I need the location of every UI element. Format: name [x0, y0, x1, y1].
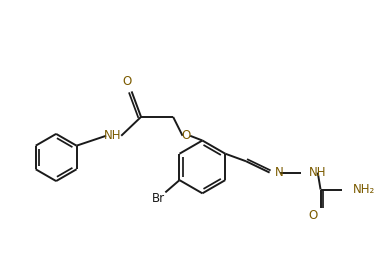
Text: NH: NH	[104, 129, 121, 142]
Text: NH₂: NH₂	[353, 183, 375, 196]
Text: Br: Br	[152, 192, 165, 205]
Text: NH: NH	[309, 166, 327, 179]
Text: O: O	[182, 129, 191, 142]
Text: O: O	[122, 76, 132, 88]
Text: N: N	[275, 166, 284, 179]
Text: O: O	[308, 209, 318, 223]
